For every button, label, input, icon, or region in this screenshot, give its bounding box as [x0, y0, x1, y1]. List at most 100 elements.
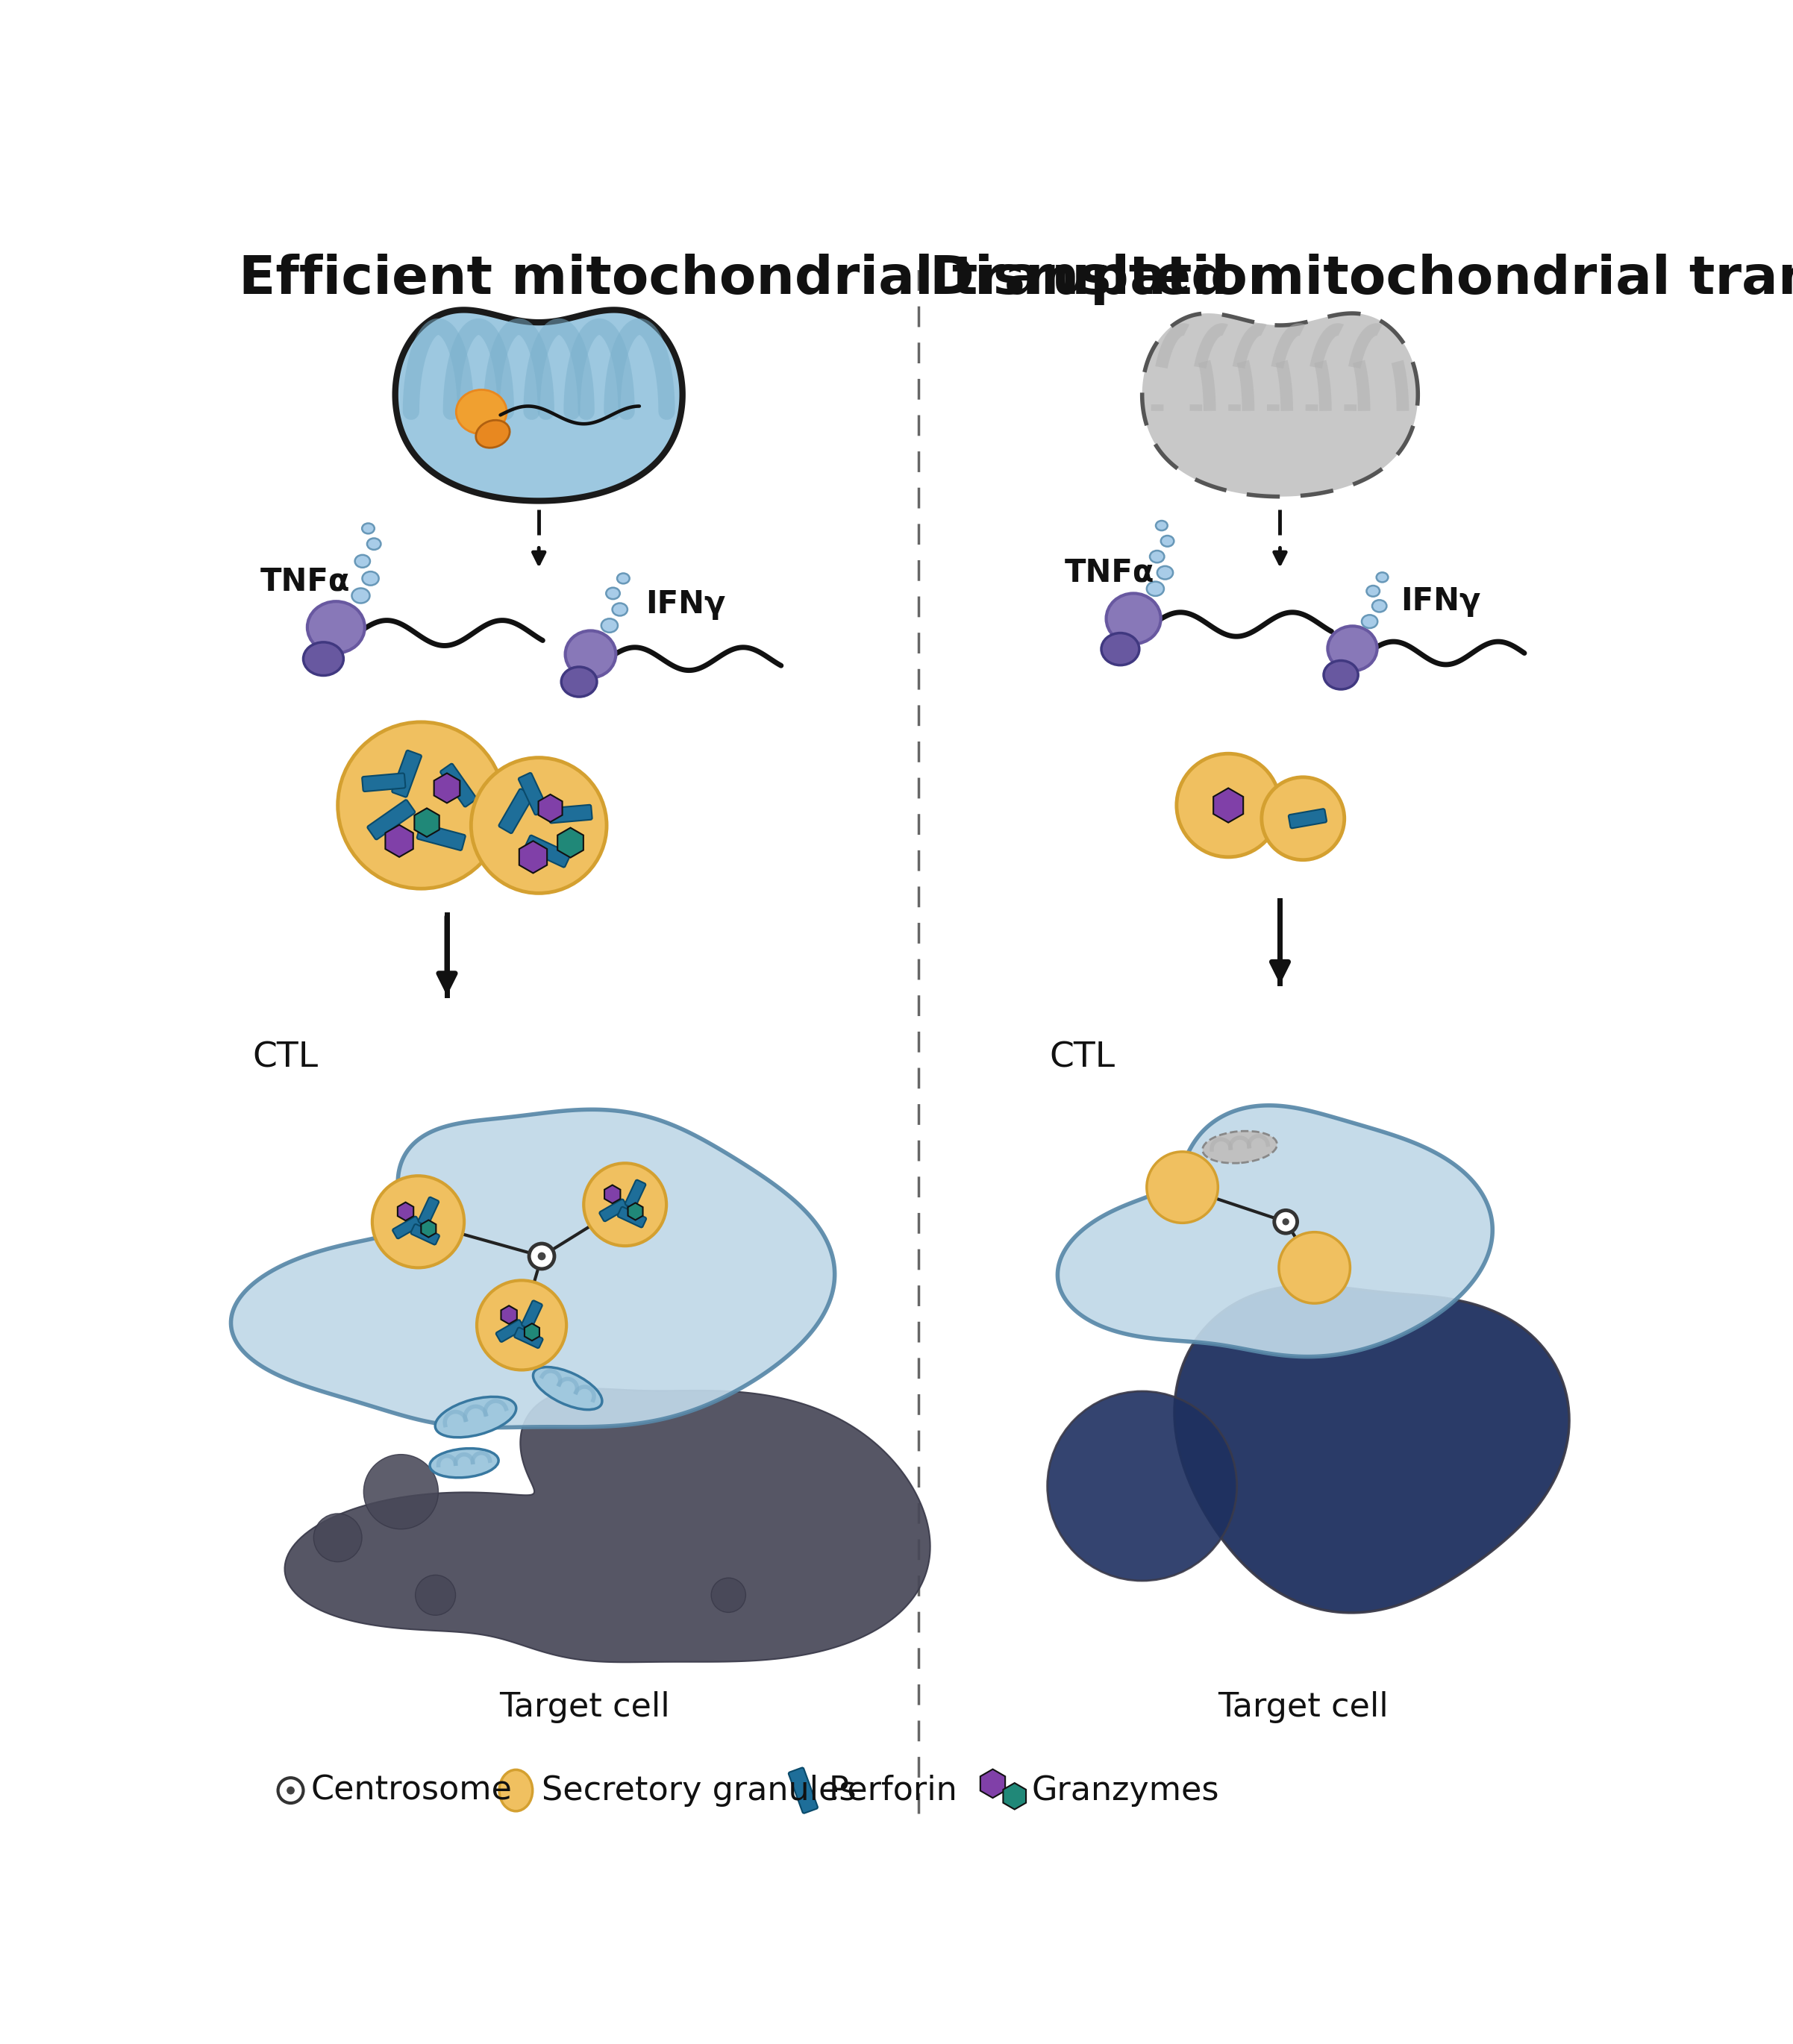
- Ellipse shape: [1361, 615, 1377, 628]
- Text: Centrosome: Centrosome: [310, 1774, 513, 1807]
- FancyBboxPatch shape: [368, 799, 414, 840]
- FancyBboxPatch shape: [418, 824, 466, 850]
- Text: Secretory granules: Secretory granules: [541, 1774, 857, 1807]
- Circle shape: [585, 1163, 667, 1247]
- Circle shape: [1275, 1210, 1298, 1233]
- FancyBboxPatch shape: [626, 1179, 645, 1208]
- Text: Granzymes: Granzymes: [1031, 1774, 1219, 1807]
- Polygon shape: [1174, 1286, 1569, 1613]
- Polygon shape: [434, 773, 459, 803]
- Ellipse shape: [1323, 660, 1357, 689]
- Circle shape: [1047, 1392, 1237, 1580]
- Ellipse shape: [307, 601, 364, 654]
- Ellipse shape: [561, 666, 597, 697]
- FancyBboxPatch shape: [441, 764, 477, 807]
- FancyBboxPatch shape: [498, 789, 533, 834]
- Text: Disrupted mitochondrial translation: Disrupted mitochondrial translation: [929, 253, 1793, 305]
- Circle shape: [1278, 1233, 1350, 1304]
- Polygon shape: [231, 1110, 836, 1427]
- FancyBboxPatch shape: [1289, 809, 1327, 828]
- Ellipse shape: [617, 572, 629, 585]
- Text: TNFα: TNFα: [1065, 558, 1155, 589]
- Ellipse shape: [351, 589, 369, 603]
- FancyBboxPatch shape: [515, 1327, 543, 1349]
- Text: CTL: CTL: [253, 1040, 319, 1075]
- Text: TNFα: TNFα: [260, 566, 350, 597]
- Polygon shape: [421, 1220, 436, 1237]
- Ellipse shape: [303, 642, 344, 675]
- Polygon shape: [1142, 313, 1418, 497]
- Ellipse shape: [606, 587, 620, 599]
- Ellipse shape: [1160, 536, 1174, 546]
- Ellipse shape: [362, 572, 378, 585]
- Text: CTL: CTL: [1049, 1040, 1115, 1075]
- Circle shape: [1262, 777, 1345, 861]
- Ellipse shape: [1148, 583, 1164, 597]
- Polygon shape: [414, 807, 439, 836]
- Circle shape: [472, 758, 606, 893]
- Circle shape: [1282, 1218, 1289, 1224]
- Ellipse shape: [1327, 625, 1377, 670]
- Ellipse shape: [1156, 566, 1173, 578]
- Circle shape: [712, 1578, 746, 1613]
- FancyBboxPatch shape: [362, 773, 405, 791]
- Polygon shape: [394, 311, 683, 501]
- Text: Target cell: Target cell: [500, 1690, 671, 1723]
- Circle shape: [287, 1786, 294, 1795]
- Polygon shape: [628, 1202, 644, 1220]
- Circle shape: [364, 1455, 437, 1529]
- Polygon shape: [500, 1306, 516, 1325]
- Polygon shape: [604, 1186, 620, 1204]
- Circle shape: [373, 1175, 464, 1267]
- Ellipse shape: [611, 603, 628, 615]
- FancyBboxPatch shape: [524, 836, 570, 867]
- Circle shape: [1148, 1151, 1217, 1222]
- Polygon shape: [285, 1388, 931, 1662]
- Text: Efficient mitochondrial translation: Efficient mitochondrial translation: [238, 253, 1286, 305]
- Text: Perforin: Perforin: [828, 1774, 957, 1807]
- Ellipse shape: [430, 1449, 498, 1478]
- Polygon shape: [520, 840, 547, 873]
- FancyBboxPatch shape: [599, 1200, 628, 1222]
- Polygon shape: [525, 1322, 540, 1341]
- Ellipse shape: [1366, 587, 1379, 597]
- Ellipse shape: [362, 523, 375, 533]
- Circle shape: [337, 722, 504, 889]
- Ellipse shape: [1372, 601, 1386, 611]
- Polygon shape: [981, 1770, 1006, 1799]
- Ellipse shape: [355, 554, 369, 568]
- Ellipse shape: [368, 538, 380, 550]
- Ellipse shape: [1149, 550, 1164, 562]
- FancyBboxPatch shape: [549, 805, 592, 824]
- Circle shape: [416, 1576, 455, 1615]
- Ellipse shape: [1377, 572, 1388, 583]
- Polygon shape: [558, 828, 583, 858]
- Text: IFNγ: IFNγ: [645, 589, 724, 619]
- Ellipse shape: [1106, 593, 1160, 644]
- Ellipse shape: [436, 1396, 516, 1437]
- Text: Target cell: Target cell: [1217, 1690, 1388, 1723]
- FancyBboxPatch shape: [497, 1320, 524, 1343]
- FancyBboxPatch shape: [411, 1224, 439, 1245]
- Ellipse shape: [565, 632, 615, 679]
- Ellipse shape: [1203, 1130, 1277, 1163]
- Polygon shape: [538, 795, 563, 822]
- Ellipse shape: [1101, 634, 1139, 664]
- Circle shape: [278, 1778, 303, 1803]
- Text: IFNγ: IFNγ: [1400, 587, 1481, 617]
- FancyBboxPatch shape: [393, 1216, 421, 1239]
- Circle shape: [1176, 754, 1280, 856]
- Ellipse shape: [455, 390, 507, 433]
- Ellipse shape: [601, 619, 619, 632]
- Ellipse shape: [475, 421, 509, 448]
- FancyBboxPatch shape: [393, 750, 421, 797]
- FancyBboxPatch shape: [789, 1768, 818, 1813]
- Polygon shape: [385, 826, 412, 856]
- FancyBboxPatch shape: [617, 1206, 645, 1228]
- Ellipse shape: [533, 1367, 602, 1410]
- Polygon shape: [1058, 1106, 1492, 1357]
- Ellipse shape: [498, 1770, 533, 1811]
- FancyBboxPatch shape: [522, 1300, 541, 1329]
- Circle shape: [529, 1243, 554, 1269]
- Circle shape: [538, 1253, 545, 1261]
